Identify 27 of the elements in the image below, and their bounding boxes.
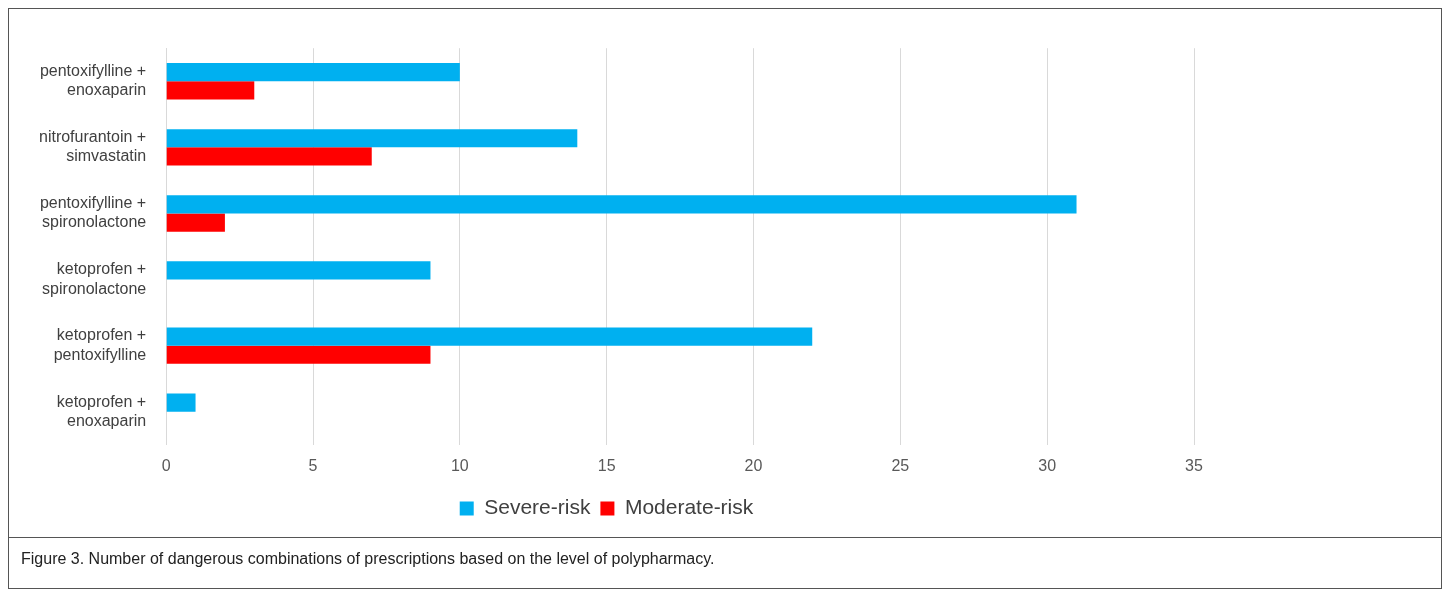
x-tick-label: 0: [161, 456, 171, 474]
legend-label: Severe-risk: [484, 495, 591, 519]
caption: Figure 3. Number of dangerous combinations of prescriptions based on the level of polypharmacy.: [21, 550, 716, 568]
bar: [166, 393, 196, 412]
bar: [166, 327, 813, 346]
bar: [166, 261, 431, 280]
y-tick-label: ketoprofen + spironolactone: [42, 260, 147, 297]
bar: [166, 213, 225, 232]
y-tick-label: pentoxifylline + spironolactone: [39, 194, 147, 231]
x-tick-label: 20: [744, 456, 763, 474]
x-tick-label: 10: [450, 456, 469, 474]
bar: [166, 63, 460, 82]
x-tick-label: 25: [891, 456, 910, 474]
x-tick-label: 5: [308, 456, 318, 474]
bar: [166, 345, 431, 364]
bar: [166, 81, 255, 100]
x-tick-label: 30: [1038, 456, 1057, 474]
y-tick-label: ketoprofen + enoxaparin: [56, 392, 147, 429]
y-tick-label: nitrofurantoin + simvastatin: [38, 128, 147, 165]
bar: [166, 147, 372, 166]
y-tick-label: pentoxifylline + enoxaparin: [39, 62, 147, 99]
x-tick-label: 15: [597, 456, 616, 474]
bar: [166, 129, 578, 148]
legend-label: Moderate-risk: [624, 495, 754, 519]
bar: [166, 195, 1077, 214]
y-tick-label: ketoprofen + pentoxifylline: [53, 326, 147, 363]
x-tick-label: 35: [1185, 456, 1203, 474]
